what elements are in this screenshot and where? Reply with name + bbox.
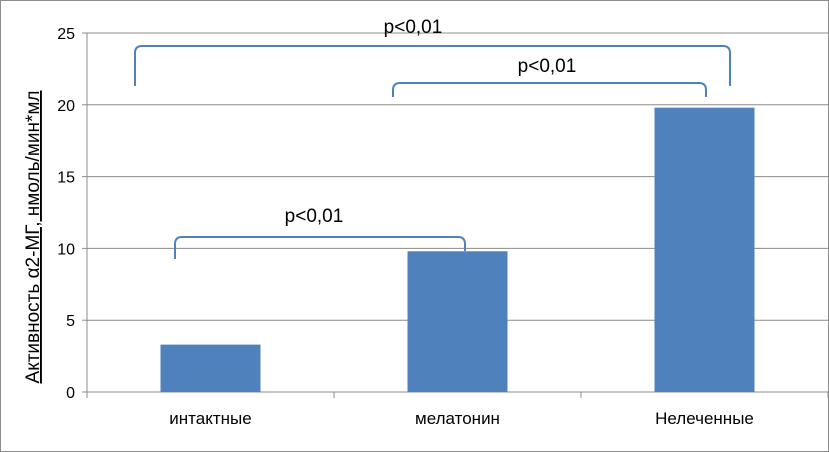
bar-3 xyxy=(654,107,755,392)
significance-bracket xyxy=(134,45,731,86)
significance-bracket xyxy=(174,236,466,259)
significance-label: p<0,01 xyxy=(518,56,577,77)
y-tick-label: 0 xyxy=(66,385,75,402)
bar-1 xyxy=(160,344,261,392)
significance-label: p<0,01 xyxy=(285,206,344,227)
y-tick-label: 5 xyxy=(66,313,75,330)
y-tick-label: 20 xyxy=(57,98,75,115)
significance-bracket xyxy=(392,82,707,97)
significance-label: p<0,01 xyxy=(384,17,443,38)
y-tick-label: 25 xyxy=(57,26,75,43)
bar-2 xyxy=(407,251,508,392)
y-tick-label: 15 xyxy=(57,170,75,187)
y-axis-label: Активность α2-МГ, нмоль/мин*мл xyxy=(23,91,44,384)
y-tick-label: 10 xyxy=(57,241,75,258)
x-tick-label: мелатонин xyxy=(415,409,500,428)
x-tick-label: интактные xyxy=(169,409,251,428)
x-tick-label: Нелеченные xyxy=(655,409,754,428)
